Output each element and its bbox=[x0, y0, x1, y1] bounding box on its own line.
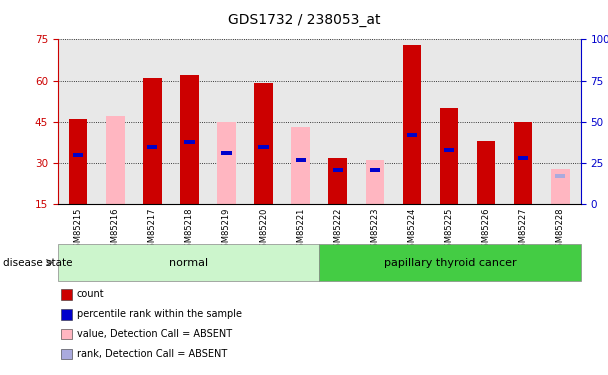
Bar bbox=[254, 83, 273, 204]
Bar bbox=[477, 141, 496, 204]
Text: GDS1732 / 238053_at: GDS1732 / 238053_at bbox=[228, 13, 380, 27]
Bar bbox=[291, 128, 310, 204]
Bar bbox=[217, 122, 236, 204]
Bar bbox=[402, 45, 421, 204]
Text: disease state: disease state bbox=[3, 258, 72, 267]
Bar bbox=[440, 108, 458, 204]
Bar bbox=[184, 140, 195, 144]
Bar bbox=[333, 168, 343, 172]
Bar bbox=[295, 158, 306, 162]
Text: percentile rank within the sample: percentile rank within the sample bbox=[77, 309, 241, 319]
Bar bbox=[555, 174, 565, 178]
Bar bbox=[147, 145, 157, 149]
Bar bbox=[319, 244, 581, 281]
Bar bbox=[328, 158, 347, 204]
Bar bbox=[365, 160, 384, 204]
Bar bbox=[551, 169, 570, 204]
Bar bbox=[180, 75, 199, 204]
Bar bbox=[69, 119, 88, 204]
Bar bbox=[73, 153, 83, 157]
Bar bbox=[518, 156, 528, 160]
Bar bbox=[407, 133, 417, 137]
Bar bbox=[258, 145, 269, 149]
Bar bbox=[221, 151, 232, 155]
Bar bbox=[58, 244, 319, 281]
Text: value, Detection Call = ABSENT: value, Detection Call = ABSENT bbox=[77, 329, 232, 339]
Bar bbox=[106, 116, 125, 204]
Text: papillary thyroid cancer: papillary thyroid cancer bbox=[384, 258, 516, 267]
Bar bbox=[143, 78, 162, 204]
Bar bbox=[444, 148, 454, 152]
Text: count: count bbox=[77, 290, 104, 299]
Bar bbox=[514, 122, 533, 204]
Text: rank, Detection Call = ABSENT: rank, Detection Call = ABSENT bbox=[77, 349, 227, 359]
Text: normal: normal bbox=[169, 258, 208, 267]
Bar bbox=[370, 168, 380, 172]
